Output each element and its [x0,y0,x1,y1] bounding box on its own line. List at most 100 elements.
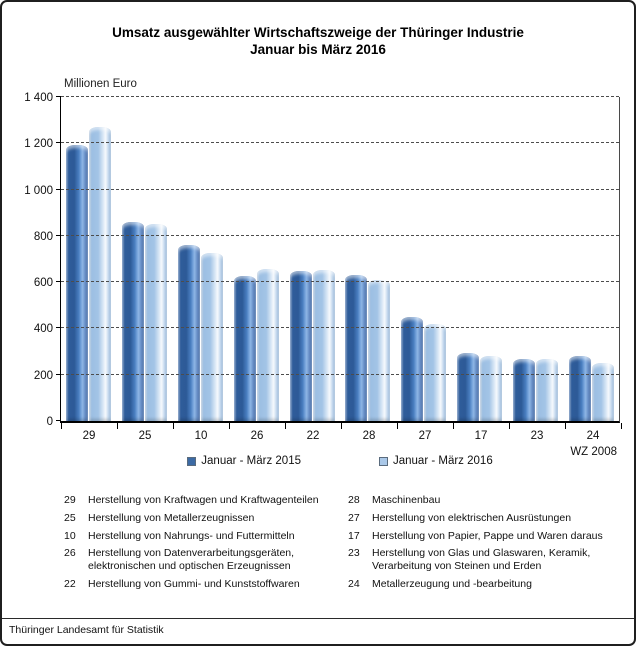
x-label-29: 29 [82,430,96,442]
bars-row [61,127,619,421]
bar-2015-27 [401,317,424,421]
footnote-17: 17 Herstellung von Papier, Pappe und Ware… [348,530,626,543]
x-label-27: 27 [418,430,432,442]
footer-divider [2,618,634,619]
footnote-25: 25 Herstellung von Metallerzeugnissen [64,512,348,525]
footnote-24: 24 Metallerzeugung und -bearbeitung [348,578,626,591]
footnote-10: 10 Herstellung von Nahrungs- und Futtermi… [64,530,348,543]
bar-2016-22 [312,270,335,421]
x-tick [229,423,230,429]
x-label-26: 26 [250,430,264,442]
bar-group-27 [396,127,452,421]
bar-2016-17 [479,356,502,421]
y-tick-1400 [56,96,61,97]
footer-source: Thüringer Landesamt für Statistik [9,624,164,636]
footnote-27: 27 Herstellung von elektrischen Ausrüstun… [348,512,626,525]
gridline-800 [61,234,619,236]
x-tick [61,423,62,429]
y-tick-800 [56,234,61,236]
bar-group-10 [173,127,229,421]
x-tick [173,423,174,429]
bar-2015-24 [568,356,591,421]
plot-area: 29 25 10 26 22 28 27 17 23 24 WZ 2008 0 200 400 600 8… [24,92,622,458]
y-tick-label-600: 600 [33,277,53,290]
bar-2016-23 [535,358,558,421]
footnote-22: 22 Herstellung von Gummi- und Kunststoffw… [64,578,348,591]
bar-2015-22 [289,271,312,421]
x-tick [621,423,622,429]
footnote-text-25: Herstellung von Metallerzeugnissen [88,511,255,524]
y-tick-label-200: 200 [33,369,53,382]
legend-swatch-2016-icon [379,456,388,466]
y-tick-200 [56,373,61,375]
x-tick [117,423,118,429]
y-tick-600 [56,281,61,283]
gridline-1200 [61,142,619,144]
footnote-29: 29 Herstellung von Kraftwagen und Kraftwa… [64,494,348,507]
bar-2016-28 [368,279,391,421]
y-tick-0 [56,420,61,421]
legend-swatch-2015-icon [187,456,197,466]
bar-group-17 [452,127,508,421]
bar-2015-23 [512,359,535,421]
bar-2016-29 [89,127,112,421]
y-tick-label-800: 800 [33,230,53,243]
y-tick-label-1200: 1 200 [24,138,53,151]
footnote-code-26: 26 [64,547,76,560]
x-label-22: 22 [306,430,320,442]
bar-group-23 [507,127,563,421]
y-tick-label-400: 400 [33,323,53,336]
footnote-28: 28 Maschinenbau [348,494,626,507]
y-axis-unit-label: Millionen Euro [64,78,137,90]
legend-item-2015: Januar - März 2015 [187,455,301,467]
y-tick-label-1400: 1 400 [24,92,53,104]
footnote-23: 23 Herstellung von Glas und Glaswaren, Ke… [348,547,626,573]
x-label-23: 23 [530,430,544,442]
footnote-text-17: Herstellung von Papier, Pappe und Waren … [372,529,603,542]
bar-2016-24 [591,362,614,421]
legend-item-2016: Januar - März 2016 [379,455,493,467]
chart-title-line1: Umsatz ausgewählter Wirtschaftszweige de… [112,25,524,40]
x-label-25: 25 [138,430,152,442]
footnote-text-23: Herstellung von Glas und Glaswaren, Kera… [372,547,591,573]
legend-label-2015: Januar - März 2015 [201,455,301,467]
bar-2016-27 [424,323,447,421]
footnote-code-25: 25 [64,511,76,524]
gridline-1400 [61,96,619,97]
footnote-code-24: 24 [348,577,360,590]
bar-2015-10 [177,245,200,421]
footnote-code-17: 17 [348,529,360,542]
x-tick [509,423,510,429]
footnote-text-28: Maschinenbau [372,494,441,506]
x-label-17: 17 [474,430,488,442]
footnote-text-27: Herstellung von elektrischen Ausrüstunge… [372,511,572,524]
footnote-text-24: Metallerzeugung und -bearbeitung [372,577,532,590]
y-tick-label-1000: 1 000 [24,184,53,197]
legend-label-2016: Januar - März 2016 [393,455,493,467]
footnote-text-26: Herstellung von Datenverarbeitungsgeräte… [88,547,295,573]
bar-2015-25 [122,222,145,421]
x-tick [453,423,454,429]
chart-title: Umsatz ausgewählter Wirtschaftszweige de… [2,24,634,58]
bar-2016-25 [145,223,168,421]
gridline-200 [61,373,619,375]
footnote-text-29: Herstellung von Kraftwagen und Kraftwage… [88,494,319,506]
bar-group-29 [61,127,117,421]
bar-2016-26 [256,268,279,421]
x-label-10: 10 [194,430,208,442]
gridline-1000 [61,188,619,190]
footnote-code-28: 28 [348,494,360,506]
footnote-code-29: 29 [64,494,76,506]
y-tick-label-0: 0 [46,416,53,428]
bar-group-22 [284,127,340,421]
bar-group-26 [228,127,284,421]
footnote-key: 29 Herstellung von Kraftwagen und Kraftwa… [64,494,626,591]
x-tick [397,423,398,429]
x-label-28: 28 [362,430,376,442]
x-tick [341,423,342,429]
y-tick-1000 [56,188,61,190]
chart-title-line2: Januar bis März 2016 [250,42,386,57]
footnote-code-10: 10 [64,529,76,542]
bar-group-28 [340,127,396,421]
